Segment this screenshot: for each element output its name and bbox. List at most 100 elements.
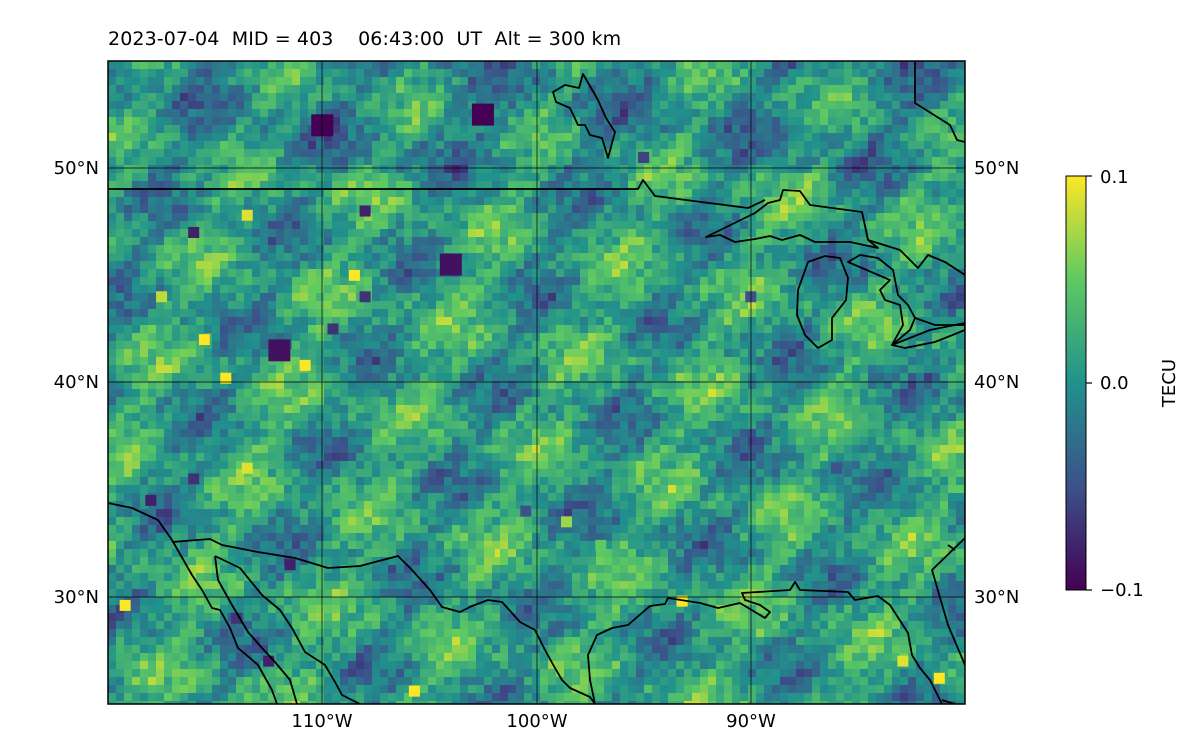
heatmap-cell	[300, 333, 309, 342]
heatmap-cell	[484, 229, 493, 238]
heatmap-cell	[844, 117, 853, 126]
heatmap-cell	[756, 269, 765, 278]
heatmap-cell	[836, 293, 845, 302]
heatmap-cell	[604, 325, 613, 334]
heatmap-cell	[620, 189, 629, 198]
heatmap-cell	[420, 133, 429, 142]
heatmap-cell	[420, 293, 429, 302]
heatmap-cell	[116, 365, 125, 374]
heatmap-cell	[332, 133, 341, 142]
heatmap-cell	[948, 141, 957, 150]
heatmap-cell	[108, 173, 117, 182]
heatmap-cell	[564, 365, 573, 374]
heatmap-cell	[228, 69, 237, 78]
heatmap-cell	[372, 237, 381, 246]
heatmap-cell	[908, 109, 917, 118]
heatmap-cell	[620, 389, 629, 398]
heatmap-cell	[588, 93, 597, 102]
heatmap-cell	[868, 365, 877, 374]
heatmap-cell	[948, 101, 957, 110]
heatmap-cell	[252, 101, 261, 110]
heatmap-cell	[116, 421, 125, 430]
heatmap-cell	[428, 165, 437, 174]
heatmap-cell	[948, 229, 957, 238]
heatmap-cell	[340, 405, 349, 414]
heatmap-cell	[380, 397, 389, 406]
heatmap-cell	[428, 181, 437, 190]
heatmap-cell	[860, 173, 869, 182]
heatmap-cell	[876, 149, 885, 158]
heatmap-cell	[668, 189, 677, 198]
heatmap-cell	[588, 141, 597, 150]
heatmap-cell	[844, 109, 853, 118]
heatmap-cell	[852, 69, 861, 78]
heatmap-cell	[444, 229, 453, 238]
heatmap-cell	[660, 381, 669, 390]
heatmap-cell	[660, 109, 669, 118]
heatmap-cell	[292, 237, 301, 246]
heatmap-cell	[644, 293, 653, 302]
heatmap-cell	[108, 309, 117, 318]
heatmap-cell	[812, 149, 821, 158]
heatmap-cell	[652, 101, 661, 110]
heatmap-cell	[900, 373, 909, 382]
heatmap-cell	[852, 85, 861, 94]
heatmap-cell	[244, 253, 253, 262]
heatmap-cell	[524, 389, 533, 398]
heatmap-cell	[588, 125, 597, 134]
heatmap-cell	[620, 357, 629, 366]
heatmap-cell	[948, 397, 957, 406]
heatmap-cell	[588, 261, 597, 270]
heatmap-cell	[476, 77, 485, 86]
heatmap-cell	[172, 197, 181, 206]
heatmap-cell	[260, 333, 269, 342]
heatmap-cell	[356, 277, 365, 286]
heatmap-cell	[276, 269, 285, 278]
heatmap-cell	[108, 333, 117, 342]
heatmap-cell	[796, 133, 805, 142]
heatmap-cell	[820, 381, 829, 390]
heatmap-cell	[612, 253, 621, 262]
heatmap-cell	[876, 277, 885, 286]
heatmap-cell	[532, 301, 541, 310]
heatmap-cell	[572, 261, 581, 270]
heatmap-cell	[540, 333, 549, 342]
heatmap-cell	[532, 77, 541, 86]
heatmap-cell	[364, 357, 373, 366]
heatmap-cell	[684, 285, 693, 294]
heatmap-cell	[860, 133, 869, 142]
heatmap-cell	[580, 213, 589, 222]
heatmap-cell	[324, 69, 333, 78]
heatmap-cell	[148, 349, 157, 358]
heatmap-cell	[204, 165, 213, 174]
heatmap-cell	[348, 69, 357, 78]
heatmap-cell	[820, 181, 829, 190]
heatmap-cell	[284, 293, 293, 302]
heatmap-cell	[908, 149, 917, 158]
heatmap-cell	[332, 405, 341, 414]
heatmap-cell	[556, 181, 565, 190]
heatmap-cell	[204, 77, 213, 86]
heatmap-cell	[732, 245, 741, 254]
heatmap-cell	[804, 277, 813, 286]
heatmap-cell	[836, 373, 845, 382]
heatmap-cell	[388, 253, 397, 262]
heatmap-cell	[452, 157, 461, 166]
heatmap-cell	[140, 101, 149, 110]
heatmap-cell	[660, 357, 669, 366]
heatmap-cell	[876, 349, 885, 358]
heatmap-cell	[540, 229, 549, 238]
heatmap-cell	[820, 373, 829, 382]
heatmap-cell	[300, 61, 309, 70]
heatmap-cell	[652, 341, 661, 350]
heatmap-cell	[772, 309, 781, 318]
heatmap-cell	[748, 389, 757, 398]
heatmap-cell	[788, 157, 797, 166]
heatmap-cell	[876, 213, 885, 222]
heatmap-cell	[260, 109, 269, 118]
heatmap-cell	[924, 261, 933, 270]
heatmap-cell	[300, 237, 309, 246]
heatmap-cell	[900, 285, 909, 294]
heatmap-cell	[212, 381, 221, 390]
heatmap-cell	[812, 325, 821, 334]
